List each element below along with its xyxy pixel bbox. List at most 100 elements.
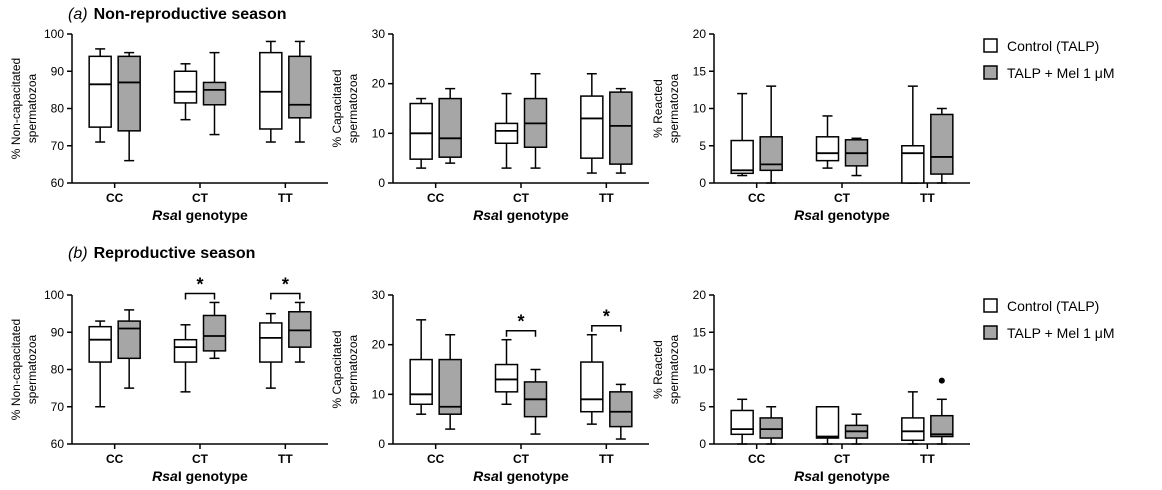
box-body [815, 136, 840, 162]
box-body [117, 55, 141, 132]
box-body [438, 97, 462, 158]
box-body [609, 391, 633, 428]
x-axis-label-rest: I genotype [178, 468, 248, 484]
box-body [901, 145, 925, 184]
y-axis-label: % Reacted [651, 340, 665, 399]
y-tick-label: 30 [372, 288, 386, 302]
legend-a-control-label: Control (TALP) [1007, 38, 1099, 54]
box-control-tt [580, 72, 604, 174]
y-tick-label: 30 [372, 27, 386, 41]
box-control-cc [730, 92, 754, 177]
x-tick-label: CT [834, 191, 851, 205]
box-body [288, 311, 312, 348]
legend-a: Control (TALP) TALP + Mel 1 μM [983, 38, 1115, 81]
box-body [438, 358, 462, 415]
box-control-ct [494, 338, 519, 406]
box-control-ct [173, 63, 198, 121]
y-tick-label: 10 [693, 102, 707, 116]
box-mel-tt [609, 87, 633, 174]
y-axis-label: spermatozoa [667, 73, 681, 143]
significance-bracket [184, 292, 216, 300]
x-axis-label: RsaI genotype [794, 468, 890, 484]
chart-2: 0 10 20 30 % Capacitated spermatozoa CC CT TT Rsa… [330, 27, 649, 223]
outlier-point [938, 377, 945, 384]
box-body [930, 113, 954, 175]
y-tick-label: 10 [693, 363, 707, 377]
box-mel-ct [202, 301, 227, 360]
box-mel-tt [288, 40, 312, 143]
y-tick-label: 80 [51, 363, 65, 377]
legend-b-control-label: Control (TALP) [1007, 298, 1099, 314]
box-body [409, 102, 433, 160]
y-tick-label: 100 [44, 288, 64, 302]
box-body [88, 55, 112, 128]
panel-a-title: Non-reproductive season [94, 6, 287, 23]
box-mel-cc [117, 51, 141, 162]
x-tick-label: TT [920, 452, 935, 466]
chart-5: 0 10 20 30 % Capacitated spermatozoa CC CT TT Rsa… [330, 288, 649, 484]
legend-a-mel-swatch [983, 65, 998, 80]
box-body [730, 409, 754, 436]
x-axis-label-italic: Rsa [152, 207, 178, 223]
y-tick-label: 60 [51, 176, 65, 190]
significance-bracket [591, 324, 622, 332]
box-mel-tt [288, 301, 312, 363]
box-control-cc [88, 320, 112, 408]
box-body [815, 406, 840, 439]
x-axis-label-rest: I genotype [499, 207, 569, 223]
box-body [494, 363, 519, 393]
y-tick-label: 10 [372, 126, 386, 140]
box-control-tt [901, 85, 925, 184]
y-tick-label: 20 [372, 77, 386, 91]
chart-3: 0 5 10 15 20 % Reacted spermatozoa CC CT TT RsaI g… [651, 27, 970, 223]
x-axis-label: RsaI genotype [152, 468, 248, 484]
x-tick-label: CT [513, 191, 530, 205]
y-tick-label: 90 [51, 325, 65, 339]
significance-star: * [603, 307, 610, 327]
x-axis-label-italic: Rsa [473, 207, 499, 223]
box-control-cc [409, 97, 433, 169]
y-tick-label: 80 [51, 102, 65, 116]
box-body [930, 414, 954, 438]
box-mel-tt [930, 107, 954, 184]
x-tick-label: CT [834, 452, 851, 466]
box-body [259, 51, 283, 130]
x-axis-label-italic: Rsa [152, 468, 178, 484]
y-tick-label: 0 [378, 437, 385, 451]
box-mel-ct [844, 137, 869, 177]
y-axis-label: % Non-capacitated [9, 58, 23, 159]
panel-a-letter: (a) [68, 6, 88, 23]
x-axis-label-rest: I genotype [178, 207, 248, 223]
box-control-ct [494, 92, 519, 169]
box-mel-ct [844, 413, 869, 445]
x-axis-label: RsaI genotype [473, 468, 569, 484]
box-body [494, 122, 519, 145]
panel-b-letter: (b) [68, 245, 88, 262]
box-body [288, 55, 312, 119]
chart-4: 60 70 80 90 100 % Non-capacitated spermatozoa C… [9, 274, 328, 484]
y-tick-label: 20 [372, 338, 386, 352]
x-axis-label: RsaI genotype [152, 207, 248, 223]
box-control-tt [259, 312, 283, 389]
box-body [409, 358, 433, 406]
box-mel-tt [930, 398, 954, 445]
x-tick-label: CC [106, 191, 124, 205]
x-axis-label-rest: I genotype [820, 468, 890, 484]
x-tick-label: TT [599, 191, 614, 205]
x-axis-label-italic: Rsa [473, 468, 499, 484]
significance-star: * [517, 312, 524, 332]
chart-6: 0 5 10 15 20 % Reacted spermatozoa CC CT TT RsaI g… [651, 288, 970, 484]
panel-b-title: Reproductive season [94, 245, 256, 262]
legend-b: Control (TALP) TALP + Mel 1 μM [983, 298, 1115, 341]
y-tick-label: 0 [378, 176, 385, 190]
x-tick-label: CT [513, 452, 530, 466]
y-tick-label: 20 [693, 27, 707, 41]
box-body [202, 314, 227, 352]
panel-b-heading: (b) Reproductive season [68, 245, 255, 262]
box-mel-cc [759, 85, 783, 184]
x-tick-label: TT [278, 191, 293, 205]
box-mel-cc [438, 333, 462, 430]
x-tick-label: CT [192, 452, 209, 466]
x-axis-label-italic: Rsa [794, 207, 820, 223]
box-body [759, 417, 783, 439]
